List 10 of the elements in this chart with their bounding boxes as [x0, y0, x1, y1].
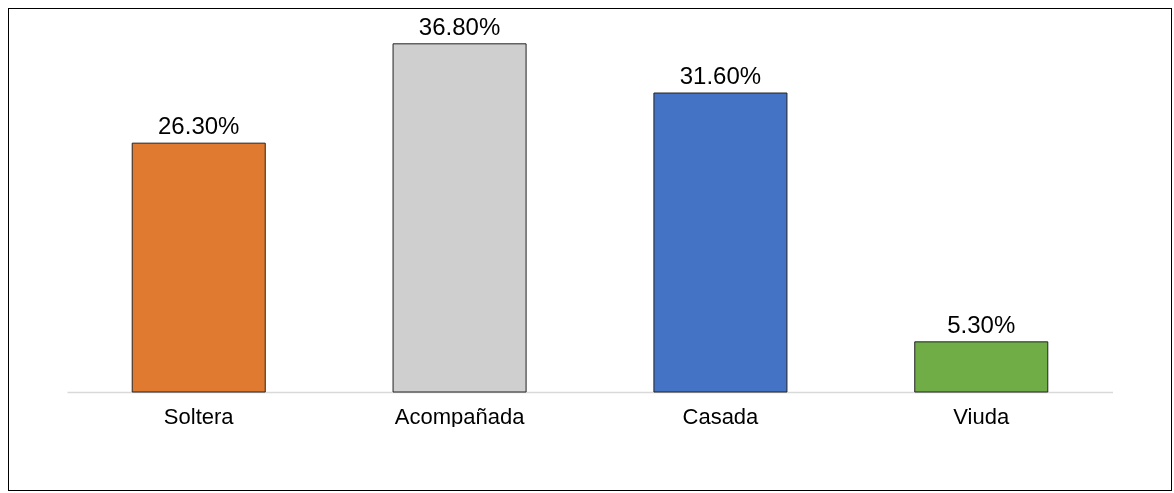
bar — [914, 341, 1049, 393]
data-label: 26.30% — [158, 112, 240, 140]
bar — [131, 142, 266, 393]
x-tick-label: Soltera — [163, 403, 235, 429]
x-tick-label: Viuda — [953, 403, 1010, 429]
x-tick-label: Casada — [682, 403, 760, 429]
data-label: 36.80% — [418, 12, 501, 40]
bar — [653, 92, 788, 393]
data-label: 5.30% — [947, 310, 1016, 338]
data-label: 31.60% — [679, 62, 762, 90]
